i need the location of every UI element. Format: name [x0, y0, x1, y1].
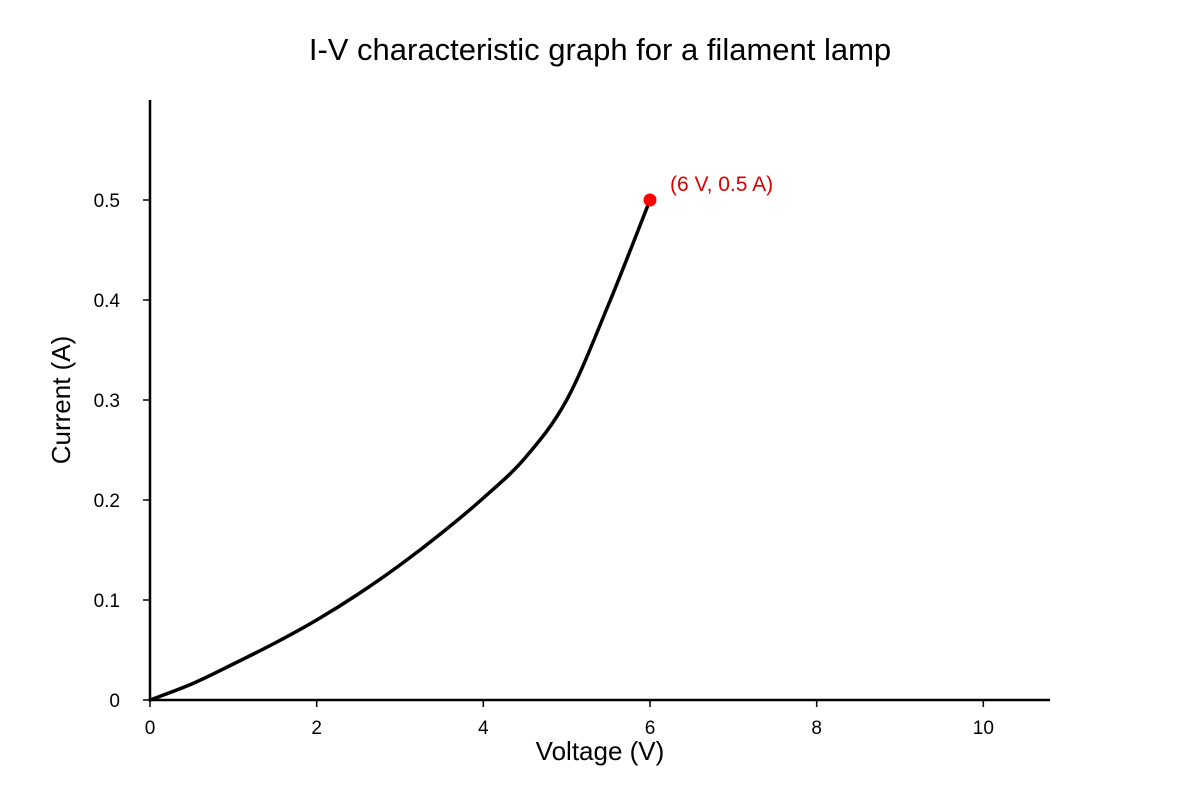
y-tick-label: 0 — [109, 691, 120, 712]
x-tick-label: 4 — [478, 718, 489, 739]
x-tick-label: 6 — [645, 718, 656, 739]
x-tick-label: 2 — [311, 718, 322, 739]
y-axis-label: Current (A) — [46, 336, 76, 465]
chart-title: I-V characteristic graph for a filament … — [309, 32, 891, 67]
highlight-point-label: (6 V, 0.5 A) — [670, 173, 773, 196]
x-axis-ticks: 0 2 4 6 8 10 — [145, 700, 994, 739]
y-axis-ticks: 0 0.1 0.2 0.3 0.4 0.5 — [94, 191, 150, 712]
series-line-iv-curve — [148, 198, 652, 702]
x-tick-label: 0 — [145, 718, 156, 739]
highlight-point — [643, 193, 657, 207]
y-tick-label: 0.3 — [94, 391, 120, 412]
y-tick-label: 0.5 — [94, 191, 120, 212]
x-tick-label: 8 — [811, 718, 822, 739]
y-tick-label: 0.1 — [94, 591, 120, 612]
y-tick-label: 0.2 — [94, 491, 120, 512]
y-tick-label: 0.4 — [94, 291, 121, 312]
x-tick-label: 10 — [973, 718, 994, 739]
x-axis-label: Voltage (V) — [536, 736, 665, 766]
